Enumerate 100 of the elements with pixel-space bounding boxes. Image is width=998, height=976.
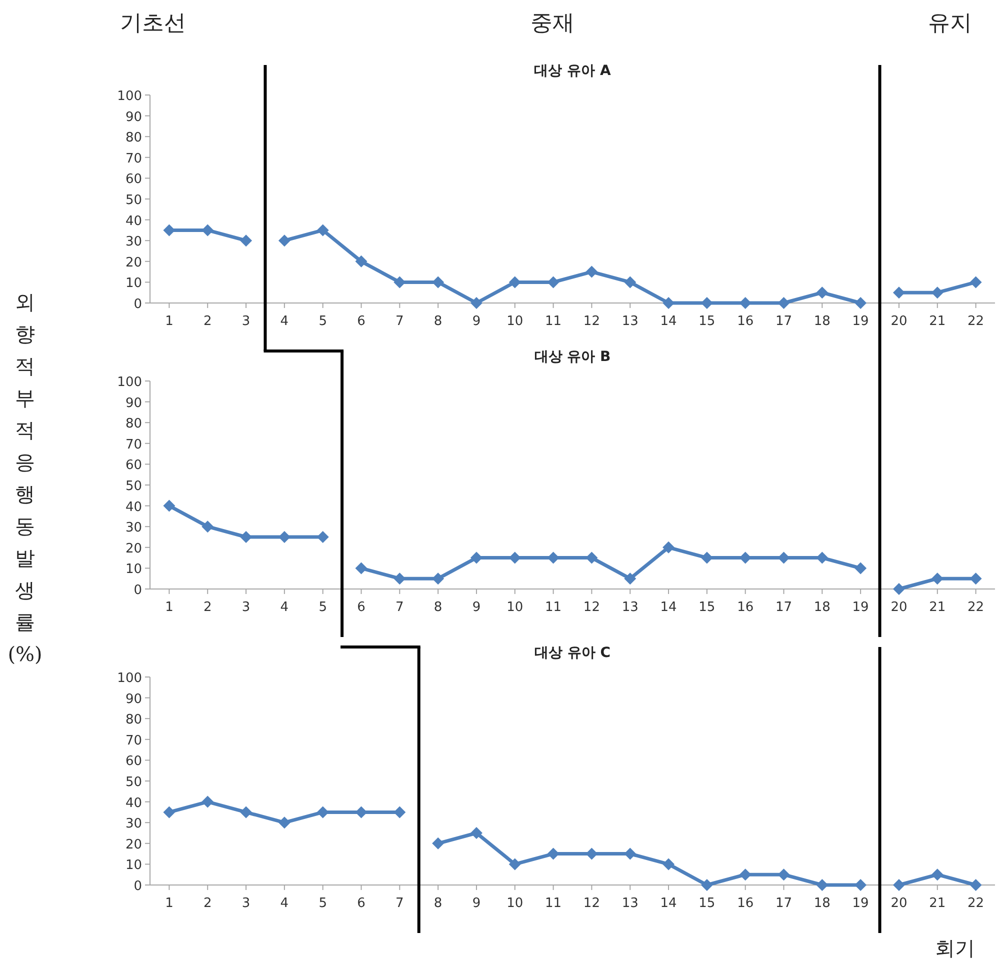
y-tick-label: 80	[125, 712, 142, 728]
x-tick-label: 21	[929, 600, 946, 615]
x-tick-label: 22	[968, 314, 984, 329]
y-tick-label: 10	[125, 276, 142, 292]
x-tick-label: 2	[203, 314, 212, 329]
x-tick-label: 19	[852, 314, 869, 329]
y-tick-label: 100	[117, 671, 142, 686]
x-tick-label: 10	[506, 600, 524, 615]
x-tick-label: 21	[929, 896, 946, 911]
x-tick-label: 22	[968, 896, 984, 911]
x-tick-label: 1	[165, 314, 174, 329]
y-tick-label: 20	[125, 255, 142, 270]
x-tick-label: 7	[396, 314, 404, 329]
text: 외향적 부적응 행동 발생률 (%)	[8, 290, 42, 666]
y-tick-label: 100	[117, 375, 142, 390]
x-tick-label: 5	[318, 600, 327, 615]
x-tick-label: 22	[968, 600, 984, 615]
x-tick-label: 3	[242, 600, 250, 615]
x-tick-label: 13	[622, 896, 638, 911]
x-tick-label: 4	[280, 314, 289, 329]
x-tick-label: 20	[890, 600, 908, 615]
y-tick-label: 10	[125, 562, 142, 578]
y-tick-label: 30	[125, 520, 142, 536]
x-tick-label: 6	[357, 896, 366, 911]
text: 기초선	[120, 11, 186, 36]
x-axis-title: 회기	[935, 936, 975, 960]
y-tick-label: 10	[125, 858, 142, 874]
x-tick-label: 3	[242, 896, 250, 911]
x-tick-label: 3	[242, 314, 250, 329]
x-tick-label: 13	[622, 600, 638, 615]
text: 중재	[530, 11, 574, 36]
x-tick-label: 14	[660, 314, 677, 329]
x-tick-label: 2	[203, 600, 212, 615]
x-tick-label: 4	[280, 600, 289, 615]
x-tick-label: 18	[814, 896, 830, 911]
y-tick-label: 0	[134, 583, 142, 598]
x-tick-label: 14	[660, 896, 677, 911]
y-tick-label: 90	[125, 110, 142, 125]
x-tick-label: 8	[434, 896, 442, 911]
x-tick-label: 17	[775, 896, 792, 911]
x-tick-label: 15	[698, 600, 716, 615]
x-tick-label: 20	[890, 896, 908, 911]
x-tick-label: 21	[929, 314, 946, 329]
y-tick-label: 50	[125, 479, 142, 494]
x-tick-label: 6	[357, 314, 366, 329]
chart-title: 대상 유아 A	[534, 63, 611, 79]
y-tick-label: 80	[125, 130, 142, 146]
x-tick-label: 4	[280, 896, 289, 911]
y-tick-label: 0	[134, 879, 142, 894]
y-tick-label: 20	[125, 837, 142, 852]
x-tick-label: 6	[357, 600, 366, 615]
y-tick-label: 30	[125, 234, 142, 250]
x-tick-label: 11	[545, 314, 562, 329]
x-tick-label: 11	[545, 600, 562, 615]
x-tick-label: 2	[203, 896, 212, 911]
x-tick-label: 15	[698, 896, 716, 911]
x-tick-label: 15	[698, 314, 716, 329]
x-tick-label: 11	[545, 896, 562, 911]
x-tick-label: 19	[852, 896, 869, 911]
x-tick-label: 13	[622, 314, 638, 329]
x-tick-label: 5	[318, 314, 327, 329]
y-tick-label: 50	[125, 775, 142, 790]
x-tick-label: 7	[396, 600, 404, 615]
x-tick-label: 10	[506, 314, 524, 329]
y-tick-label: 100	[117, 89, 142, 104]
y-tick-label: 90	[125, 692, 142, 707]
x-tick-label: 17	[775, 600, 792, 615]
y-tick-label: 60	[125, 172, 142, 188]
x-tick-label: 12	[583, 314, 600, 329]
y-tick-label: 70	[125, 151, 142, 166]
x-tick-label: 10	[506, 896, 524, 911]
y-tick-label: 80	[125, 416, 142, 432]
x-tick-label: 18	[814, 314, 830, 329]
x-tick-label: 16	[737, 314, 754, 329]
x-tick-label: 8	[434, 314, 442, 329]
y-tick-label: 30	[125, 816, 142, 832]
x-tick-label: 1	[165, 896, 174, 911]
x-tick-label: 18	[814, 600, 830, 615]
x-tick-label: 20	[890, 314, 908, 329]
y-tick-label: 0	[134, 297, 142, 312]
y-tick-label: 50	[125, 193, 142, 208]
chart-title: 대상 유아 C	[534, 645, 611, 661]
x-tick-label: 12	[583, 896, 600, 911]
x-tick-label: 7	[396, 896, 404, 911]
x-tick-label: 16	[737, 896, 754, 911]
x-tick-label: 12	[583, 600, 600, 615]
y-tick-label: 40	[125, 500, 142, 515]
x-tick-label: 17	[775, 314, 792, 329]
x-tick-label: 1	[165, 600, 174, 615]
y-tick-label: 60	[125, 458, 142, 474]
x-tick-label: 16	[737, 600, 754, 615]
y-tick-label: 70	[125, 437, 142, 452]
x-tick-label: 14	[660, 600, 677, 615]
y-tick-label: 70	[125, 733, 142, 748]
x-tick-label: 5	[318, 896, 327, 911]
y-tick-label: 60	[125, 754, 142, 770]
x-tick-label: 9	[472, 314, 481, 329]
y-tick-label: 90	[125, 396, 142, 411]
x-tick-label: 9	[472, 896, 481, 911]
x-tick-label: 8	[434, 600, 442, 615]
